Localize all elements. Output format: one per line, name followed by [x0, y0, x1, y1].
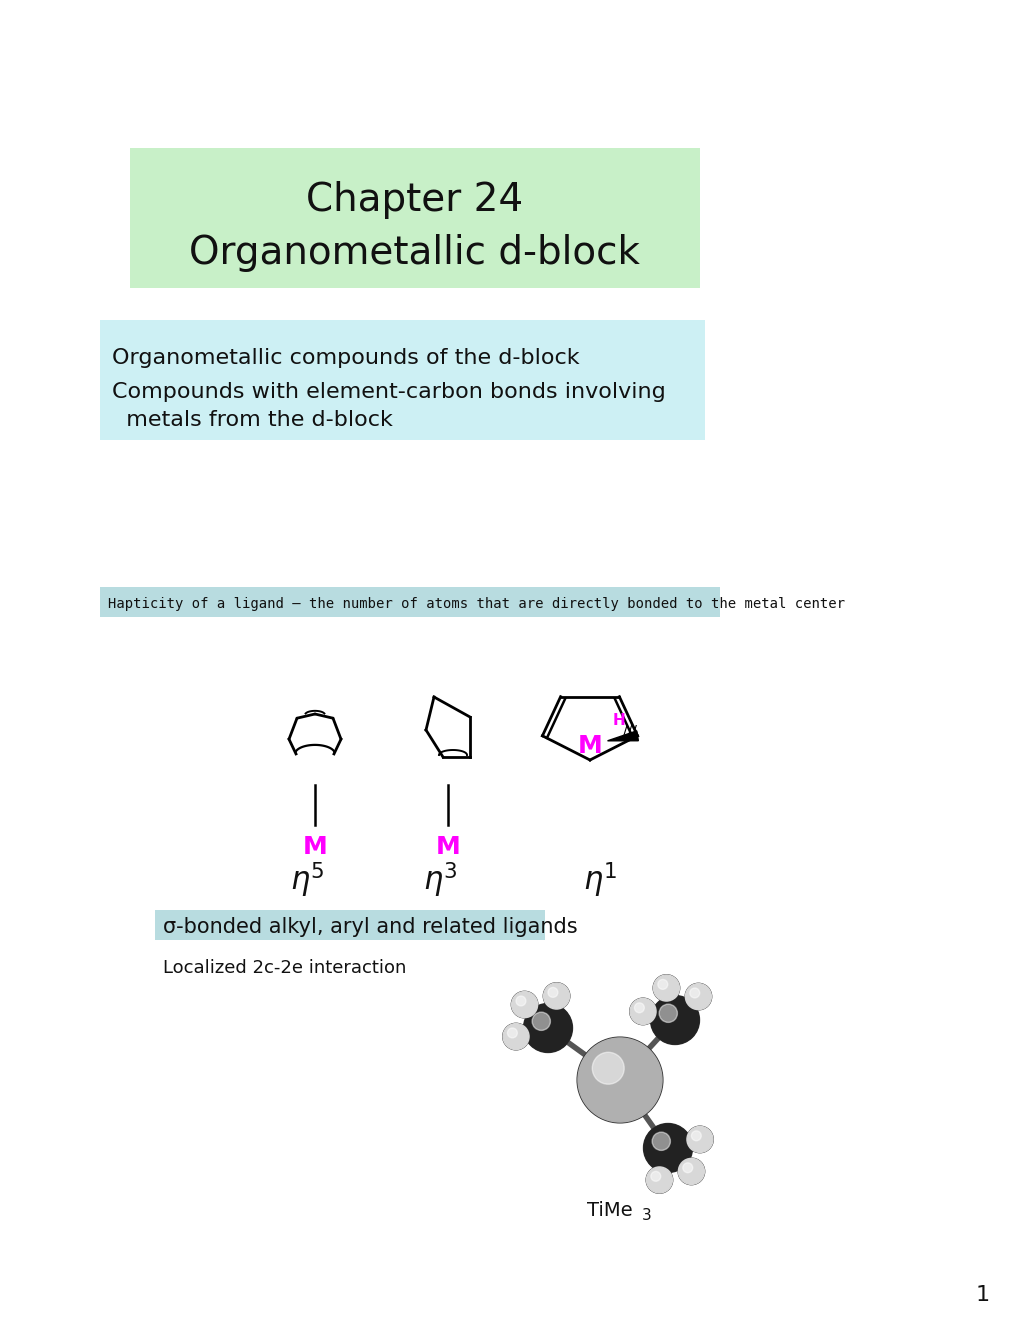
- Text: metals from the d-block: metals from the d-block: [112, 411, 392, 430]
- Circle shape: [687, 1126, 712, 1152]
- Text: 1: 1: [975, 1284, 989, 1305]
- Circle shape: [689, 987, 699, 998]
- Circle shape: [652, 974, 679, 1002]
- Text: TiMe: TiMe: [587, 1200, 632, 1220]
- Circle shape: [646, 1167, 672, 1193]
- Circle shape: [630, 998, 655, 1024]
- Text: ///: ///: [622, 723, 636, 738]
- Circle shape: [678, 1158, 704, 1184]
- Circle shape: [629, 998, 655, 1024]
- Text: Organometallic compounds of the d-block: Organometallic compounds of the d-block: [112, 348, 579, 368]
- Text: Compounds with element-carbon bonds involving: Compounds with element-carbon bonds invo…: [112, 381, 665, 403]
- Circle shape: [543, 983, 570, 1010]
- FancyBboxPatch shape: [100, 319, 704, 440]
- Circle shape: [678, 1159, 704, 1184]
- Text: M: M: [577, 734, 602, 758]
- Circle shape: [650, 1171, 660, 1181]
- Circle shape: [578, 1038, 661, 1122]
- Circle shape: [657, 979, 667, 989]
- Circle shape: [646, 1167, 673, 1193]
- Circle shape: [512, 991, 537, 1018]
- Circle shape: [543, 983, 569, 1008]
- Text: Organometallic d-block: Organometallic d-block: [190, 234, 640, 272]
- Circle shape: [524, 1005, 572, 1052]
- Circle shape: [532, 1012, 550, 1031]
- Text: Hapticity of a ligand – the number of atoms that are directly bonded to the meta: Hapticity of a ligand – the number of at…: [108, 597, 844, 611]
- Text: $\eta^3$: $\eta^3$: [422, 861, 457, 900]
- Circle shape: [650, 995, 699, 1044]
- FancyBboxPatch shape: [155, 909, 544, 940]
- Text: $\eta^5$: $\eta^5$: [289, 861, 324, 900]
- Circle shape: [691, 1131, 701, 1140]
- Circle shape: [686, 1126, 712, 1152]
- Circle shape: [658, 1005, 677, 1023]
- Circle shape: [685, 983, 711, 1010]
- FancyBboxPatch shape: [129, 148, 699, 288]
- Circle shape: [643, 1123, 692, 1172]
- Text: H: H: [612, 713, 625, 729]
- Circle shape: [577, 1038, 662, 1123]
- Circle shape: [653, 975, 679, 1001]
- Circle shape: [523, 1003, 572, 1052]
- Text: σ-bonded alkyl, aryl and related ligands: σ-bonded alkyl, aryl and related ligands: [163, 917, 577, 937]
- Circle shape: [685, 983, 710, 1010]
- Text: Localized 2c-2e interaction: Localized 2c-2e interaction: [163, 960, 406, 977]
- Circle shape: [516, 997, 526, 1006]
- Circle shape: [511, 991, 537, 1018]
- Circle shape: [650, 997, 698, 1044]
- Text: 3: 3: [641, 1208, 651, 1222]
- Circle shape: [651, 1133, 669, 1151]
- Text: Chapter 24: Chapter 24: [306, 181, 523, 219]
- Text: M: M: [303, 836, 327, 859]
- Circle shape: [506, 1028, 517, 1038]
- Circle shape: [634, 1003, 644, 1012]
- Text: M: M: [435, 836, 460, 859]
- Polygon shape: [607, 731, 638, 741]
- Circle shape: [547, 987, 557, 998]
- Text: $\eta^1$: $\eta^1$: [582, 861, 616, 900]
- Circle shape: [682, 1163, 692, 1172]
- Circle shape: [502, 1023, 529, 1049]
- FancyBboxPatch shape: [100, 587, 719, 616]
- Circle shape: [592, 1052, 624, 1084]
- Circle shape: [643, 1125, 691, 1172]
- Circle shape: [502, 1023, 529, 1049]
